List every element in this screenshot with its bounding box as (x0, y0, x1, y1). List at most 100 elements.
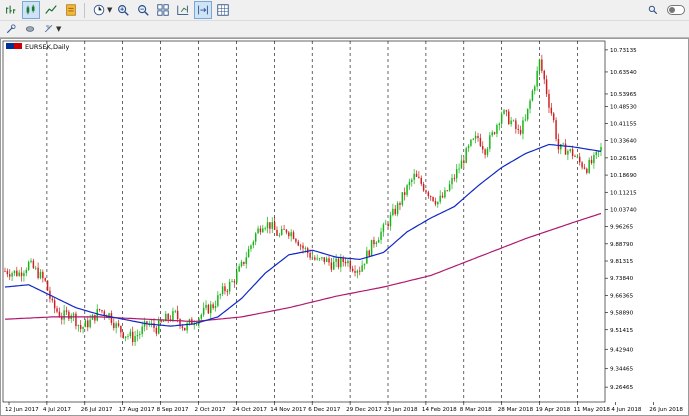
periods-icon (93, 4, 105, 16)
candle-body (257, 228, 259, 234)
candle-body (27, 262, 30, 270)
candle-body (172, 311, 174, 320)
candlestick-chart-button[interactable] (22, 1, 40, 19)
y-tick-label: 10.11215 (610, 190, 637, 196)
x-tick-label: 17 Aug 2017 (119, 407, 155, 413)
candle-body (184, 327, 186, 331)
candle-body (590, 159, 593, 164)
candle-body (160, 320, 162, 322)
candle-body (517, 129, 519, 130)
candle-body (136, 335, 139, 337)
y-tick-label: 9.88790 (610, 242, 634, 248)
x-tick-label: 14 Feb 2018 (422, 407, 457, 413)
candle-body (434, 201, 437, 205)
chart-window[interactable]: 10.73135 10.63540 10.53965 10.48530 10.41155… (0, 38, 689, 416)
candle-body (392, 208, 394, 216)
candle-body (439, 195, 441, 202)
toggle-switch[interactable] (667, 4, 685, 15)
candle-body (6, 271, 9, 275)
x-tick-label: 12 Jun 2017 (5, 407, 39, 413)
candle-body (37, 267, 39, 279)
candle-body (526, 108, 529, 120)
candle-body (489, 135, 491, 149)
tile-windows-button[interactable] (154, 1, 172, 19)
candle-body (325, 258, 328, 262)
candle-body (337, 258, 340, 268)
candle-body (84, 320, 87, 328)
ma-slow-line (4, 212, 602, 323)
x-tick-label: 11 May 2018 (574, 407, 611, 413)
bar-chart-button[interactable] (2, 1, 20, 19)
candle-body (560, 144, 562, 150)
zoom-in-icon (118, 5, 130, 16)
chart-shift-button[interactable] (174, 1, 192, 19)
candle-body (370, 239, 373, 256)
candle-body (117, 323, 120, 326)
chevron-down-icon[interactable]: ▼ (107, 6, 113, 14)
x-tick-label: 6 Dec 2017 (308, 407, 341, 413)
candle-body (309, 252, 311, 258)
bar-chart-icon (6, 5, 16, 14)
candle-body (359, 270, 361, 272)
candle-body (280, 228, 283, 235)
candle-body (120, 325, 122, 333)
candle-body (472, 138, 475, 140)
periods-button[interactable] (90, 1, 108, 19)
autoscroll-button[interactable] (194, 1, 213, 19)
candle-body (228, 281, 231, 292)
candle-body (259, 228, 262, 233)
candle-body (200, 314, 203, 319)
candle-body (53, 300, 56, 309)
candle-body (273, 222, 276, 230)
candle-body (335, 258, 337, 262)
candle-body (51, 298, 54, 301)
candle-body (550, 107, 553, 114)
candle-body (455, 169, 458, 179)
candle-body (460, 160, 463, 169)
candle-body (174, 310, 177, 312)
candle-body (72, 313, 75, 316)
drawing-toolbar: % ▼ (0, 21, 689, 38)
template-button[interactable] (62, 1, 80, 19)
plot-area (2, 40, 606, 403)
grid-button[interactable] (214, 1, 232, 19)
candle-body (195, 323, 198, 325)
candle-body (500, 113, 503, 124)
candle-body (543, 70, 545, 80)
zoom-out-button[interactable] (134, 1, 152, 19)
candle-body (278, 234, 281, 236)
crosshair-tool-button[interactable] (3, 22, 19, 37)
candle-body (304, 248, 307, 250)
candle-body (510, 120, 512, 125)
candle-body (186, 323, 188, 331)
tile-windows-icon (157, 4, 170, 16)
candle-body (122, 332, 124, 338)
candle-body (221, 286, 224, 295)
candle-body (555, 120, 557, 140)
candle-body (451, 177, 453, 185)
search-button[interactable] (645, 2, 661, 17)
candle-body (127, 336, 129, 337)
candle-body (169, 319, 172, 321)
candle-body (321, 257, 323, 259)
price-chart[interactable]: 10.73135 10.63540 10.53965 10.48530 10.41155… (1, 39, 688, 415)
y-tick-label: 9.81315 (610, 259, 634, 265)
candle-body (519, 129, 522, 134)
x-tick-label: 26 Jun 2018 (649, 407, 683, 413)
y-tick-label: 10.18690 (610, 173, 637, 179)
erase-tool-button[interactable] (22, 22, 38, 37)
objects-menu-button[interactable]: % (41, 22, 57, 37)
candle-body (68, 311, 70, 319)
candle-body (503, 110, 505, 114)
candle-body (408, 181, 411, 186)
candle-body (491, 132, 493, 136)
candle-body (474, 135, 477, 139)
candle-body (297, 241, 300, 246)
candle-body (418, 176, 420, 178)
x-tick-label: 2 Oct 2017 (195, 407, 226, 413)
chevron-down-icon[interactable]: ▼ (56, 25, 62, 33)
line-chart-button[interactable] (42, 1, 60, 19)
candle-body (588, 159, 590, 173)
zoom-in-button[interactable] (114, 1, 132, 19)
candle-body (403, 192, 406, 195)
